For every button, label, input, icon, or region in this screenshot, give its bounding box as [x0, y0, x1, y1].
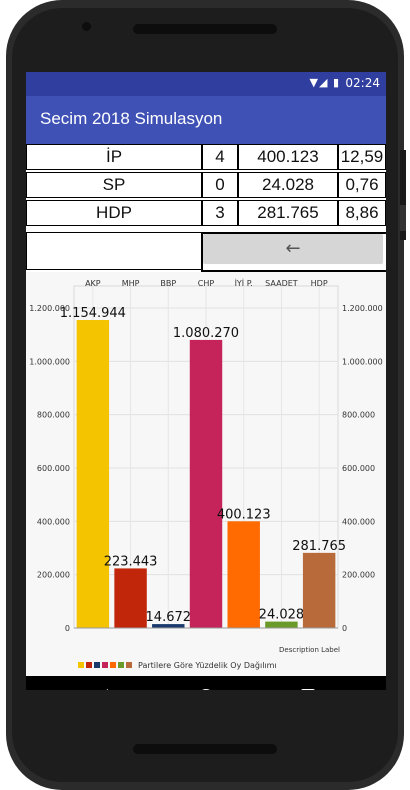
party-cell: İP: [26, 144, 202, 170]
votes-cell: 281.765: [238, 200, 338, 226]
y-tick-label-right: 400.000: [342, 517, 375, 526]
empty-cell: [26, 232, 202, 270]
navigation-bar: [26, 676, 386, 690]
x-tick-label: MHP: [122, 279, 140, 288]
x-tick-label: HDP: [311, 279, 328, 288]
status-bar: ▼◢ ▮ 02:24: [26, 72, 386, 96]
data-label: 281.765: [292, 539, 346, 554]
back-button[interactable]: ←: [203, 234, 383, 264]
app-bar: Secim 2018 Simulasyon: [26, 96, 386, 144]
table-row: İP 4 400.123 12,59: [26, 144, 386, 170]
y-tick-label-left: 400.000: [37, 517, 70, 526]
percent-cell: 12,59: [338, 144, 386, 170]
nav-back-icon[interactable]: [96, 689, 108, 690]
data-label: 24.028: [259, 608, 305, 623]
x-tick-label: SAADET: [265, 279, 298, 288]
back-row: ←: [26, 232, 386, 272]
data-label: 1.154.944: [60, 306, 126, 321]
volume-button: [400, 150, 406, 240]
y-tick-label-left: 0: [65, 624, 70, 633]
data-label: 223.443: [104, 554, 158, 569]
legend-label: Partilere Göre Yüzdelik Oy Dağılımı: [138, 661, 277, 670]
percent-cell: 8,86: [338, 200, 386, 226]
bar-akp: [76, 320, 110, 628]
arrow-left-icon: ←: [285, 238, 301, 259]
party-cell: HDP: [26, 200, 202, 226]
x-tick-label: CHP: [198, 279, 215, 288]
bar-bbp: [152, 624, 185, 628]
votes-cell: 24.028: [238, 172, 338, 198]
bar-chp: [189, 339, 223, 628]
status-time: 02:24: [345, 76, 380, 90]
legend-swatch: [94, 662, 100, 668]
x-tick-label: AKP: [85, 279, 101, 288]
y-tick-label-left: 800.000: [37, 411, 70, 420]
screen: ▼◢ ▮ 02:24 Secim 2018 Simulasyon İP 4 40…: [26, 72, 386, 690]
nav-home-icon[interactable]: [198, 689, 214, 690]
y-tick-label-left: 1.200.000: [29, 304, 70, 313]
bar-saadet: [265, 621, 298, 628]
legend-swatch: [118, 662, 124, 668]
legend-swatch: [78, 662, 84, 668]
legend-swatch: [110, 662, 116, 668]
y-tick-label-right: 800.000: [342, 411, 375, 420]
table-row: SP 0 24.028 0,76: [26, 172, 386, 198]
bar-i-yi-p-: [227, 521, 260, 628]
y-tick-label-right: 1.200.000: [342, 304, 383, 313]
bar-chart: 0 0 200.000 200.000 400.000 400.000 600.000 600…: [26, 272, 386, 676]
description-label: Description Label: [279, 646, 340, 654]
y-tick-label-left: 200.000: [37, 571, 70, 580]
legend-swatch: [126, 662, 132, 668]
legend-swatch: [102, 662, 108, 668]
y-tick-label-right: 200.000: [342, 571, 375, 580]
chart-svg: 0 0 200.000 200.000 400.000 400.000 600.000 600…: [29, 278, 383, 670]
nav-recent-icon[interactable]: [301, 689, 315, 690]
seats-cell: 4: [202, 144, 238, 170]
table-row: HDP 3 281.765 8,86: [26, 200, 386, 226]
front-camera: [82, 22, 91, 31]
bottom-speaker: [133, 744, 277, 754]
percent-cell: 0,76: [338, 172, 386, 198]
seats-cell: 3: [202, 200, 238, 226]
signal-icon: ◢: [318, 76, 329, 89]
party-cell: SP: [26, 172, 202, 198]
votes-cell: 400.123: [238, 144, 338, 170]
data-label: 14.672: [146, 610, 192, 625]
app-title: Secim 2018 Simulasyon: [40, 109, 223, 128]
power-button: [400, 205, 406, 231]
earpiece-speaker: [133, 24, 277, 34]
battery-icon: ▮: [332, 76, 340, 89]
bar-hdp: [302, 552, 336, 628]
legend-swatch: [86, 662, 92, 668]
data-label: 1.080.270: [173, 326, 239, 341]
wifi-icon: ▼: [309, 76, 319, 89]
bar-mhp: [114, 568, 147, 628]
x-tick-label: BBP: [160, 279, 176, 288]
data-label: 400.123: [217, 507, 271, 522]
y-tick-label-right: 600.000: [342, 464, 375, 473]
y-tick-label-left: 1.000.000: [29, 357, 70, 366]
y-tick-label-right: 1.000.000: [342, 357, 383, 366]
y-tick-label-left: 600.000: [37, 464, 70, 473]
seats-cell: 0: [202, 172, 238, 198]
x-tick-label: İYİ P.: [235, 278, 253, 288]
y-tick-label-right: 0: [342, 624, 347, 633]
status-icons: ▼◢ ▮: [310, 76, 341, 89]
